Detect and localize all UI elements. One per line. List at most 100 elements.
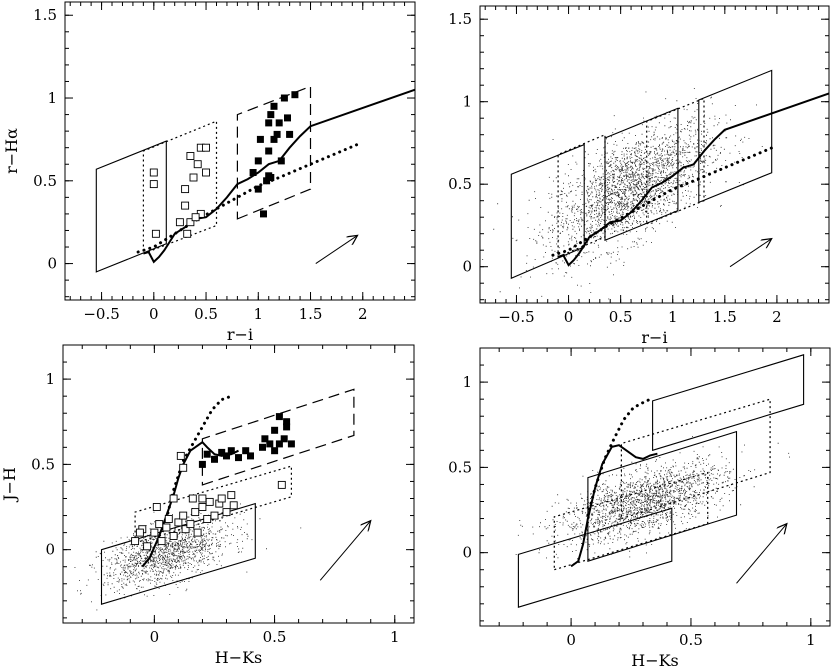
filled-square-point	[287, 440, 295, 448]
filled-square-point	[275, 440, 283, 448]
filled-square-point	[211, 455, 218, 463]
open-square-point	[189, 173, 198, 182]
y-tick-label: 0	[462, 258, 472, 276]
y-axis-label: J−H	[0, 467, 19, 503]
x-tick-label: 0.5	[194, 305, 218, 323]
selection-box-dotted	[646, 97, 705, 225]
x-tick-label: 1	[254, 305, 264, 323]
filled-square-point	[277, 157, 285, 165]
panel-frame	[64, 1, 416, 301]
open-square-point	[181, 185, 190, 194]
filled-square-point	[203, 450, 211, 458]
open-square-point	[151, 229, 160, 238]
x-axis-label: H−Ks	[631, 651, 679, 670]
open-square-point	[149, 180, 158, 189]
selection-box-solid	[587, 430, 738, 562]
filled-square-point	[266, 440, 274, 448]
y-tick-label: 0.5	[31, 455, 55, 473]
locus-dotted	[586, 397, 652, 517]
open-square-point	[174, 518, 183, 527]
open-square-point	[143, 542, 152, 551]
filled-square-point	[280, 435, 288, 443]
open-square-point	[198, 494, 207, 503]
open-square-point	[131, 537, 140, 546]
y-tick-label: 0.5	[33, 172, 57, 190]
open-square-point	[150, 528, 159, 537]
open-square-point	[186, 152, 195, 160]
filled-square-point	[235, 454, 242, 462]
filled-square-point	[286, 130, 294, 138]
field-star-dots	[515, 436, 790, 560]
filled-square-point	[247, 452, 254, 460]
filled-square-point	[242, 447, 250, 455]
open-square-point	[193, 528, 202, 537]
y-tick-label: 0.5	[448, 175, 472, 193]
x-tick-label: −0.5	[83, 305, 119, 323]
open-square-point	[188, 494, 197, 503]
filled-square-point	[275, 413, 283, 421]
selection-box-solid	[517, 507, 673, 608]
filled-square-point	[271, 447, 279, 455]
locus-dotted	[136, 142, 359, 254]
x-tick-label: 1	[668, 308, 678, 326]
open-square-point	[152, 503, 161, 511]
y-axis-label: r−Hα	[2, 128, 21, 174]
x-tick-label: 2	[358, 305, 368, 323]
filled-square-point	[261, 435, 269, 443]
selection-box-dotted	[134, 465, 292, 544]
filled-square-point	[265, 172, 273, 180]
x-tick-label: 1	[390, 628, 400, 646]
selection-box-solid	[698, 69, 773, 204]
filled-square-point	[270, 135, 278, 143]
y-tick-label: 0	[47, 255, 57, 273]
filled-square-point	[259, 443, 266, 451]
open-square-point	[229, 501, 238, 510]
y-tick-label: 0	[462, 544, 472, 562]
filled-square-point	[263, 177, 271, 185]
x-tick-label: 0	[564, 308, 574, 326]
panel-top-right: −0.5 0 0.5 1 1.5 2 0 0.5 1 1.5 r−i	[448, 5, 830, 347]
x-tick-label: 0	[149, 305, 159, 323]
x-tick-label: 0.5	[609, 308, 633, 326]
x-tick-label: 0	[566, 631, 576, 649]
plot-area	[482, 69, 829, 300]
reddening-vector-arrow	[315, 235, 358, 264]
filled-square-point	[223, 452, 230, 460]
filled-square-point	[254, 157, 262, 165]
open-square-point	[135, 528, 144, 537]
y-tick-label: 1.5	[33, 6, 57, 24]
open-square-point	[277, 480, 286, 489]
selection-box-solid	[510, 143, 585, 280]
open-square-point	[169, 494, 178, 503]
open-square-point	[155, 520, 164, 529]
selection-box-dashed	[201, 388, 355, 486]
panel-frame	[62, 344, 415, 624]
open-square-point	[181, 201, 190, 210]
open-square-point	[181, 525, 190, 534]
open-square-point	[191, 508, 200, 517]
plot-area	[515, 354, 805, 608]
x-tick-label: 0.5	[263, 628, 287, 646]
filled-square-point	[249, 169, 257, 176]
open-square-point	[162, 523, 171, 532]
y-tick-label: 0	[45, 541, 55, 559]
selection-box-solid	[95, 140, 167, 273]
open-square-point	[179, 511, 188, 520]
filled-square-point	[275, 119, 283, 127]
filled-square-point	[265, 119, 273, 127]
locus-dotted	[551, 146, 774, 257]
filled-square-point	[291, 91, 299, 99]
filled-square-point	[283, 418, 291, 426]
locus-solid	[570, 444, 658, 568]
filled-square-point	[260, 210, 267, 218]
panel-top-left: −0.5 0 0.5 1 1.5 2 0 0.5 1 1.5 r−i r−Hα	[2, 1, 416, 344]
selection-box-dotted	[142, 120, 218, 255]
filled-square-point	[284, 114, 291, 122]
filled-square-point	[283, 423, 291, 431]
open-square-point	[183, 229, 192, 238]
field-star-dots	[74, 503, 302, 611]
open-square-point	[186, 218, 195, 227]
x-tick-label: 1	[806, 631, 816, 649]
open-square-point	[164, 515, 173, 523]
